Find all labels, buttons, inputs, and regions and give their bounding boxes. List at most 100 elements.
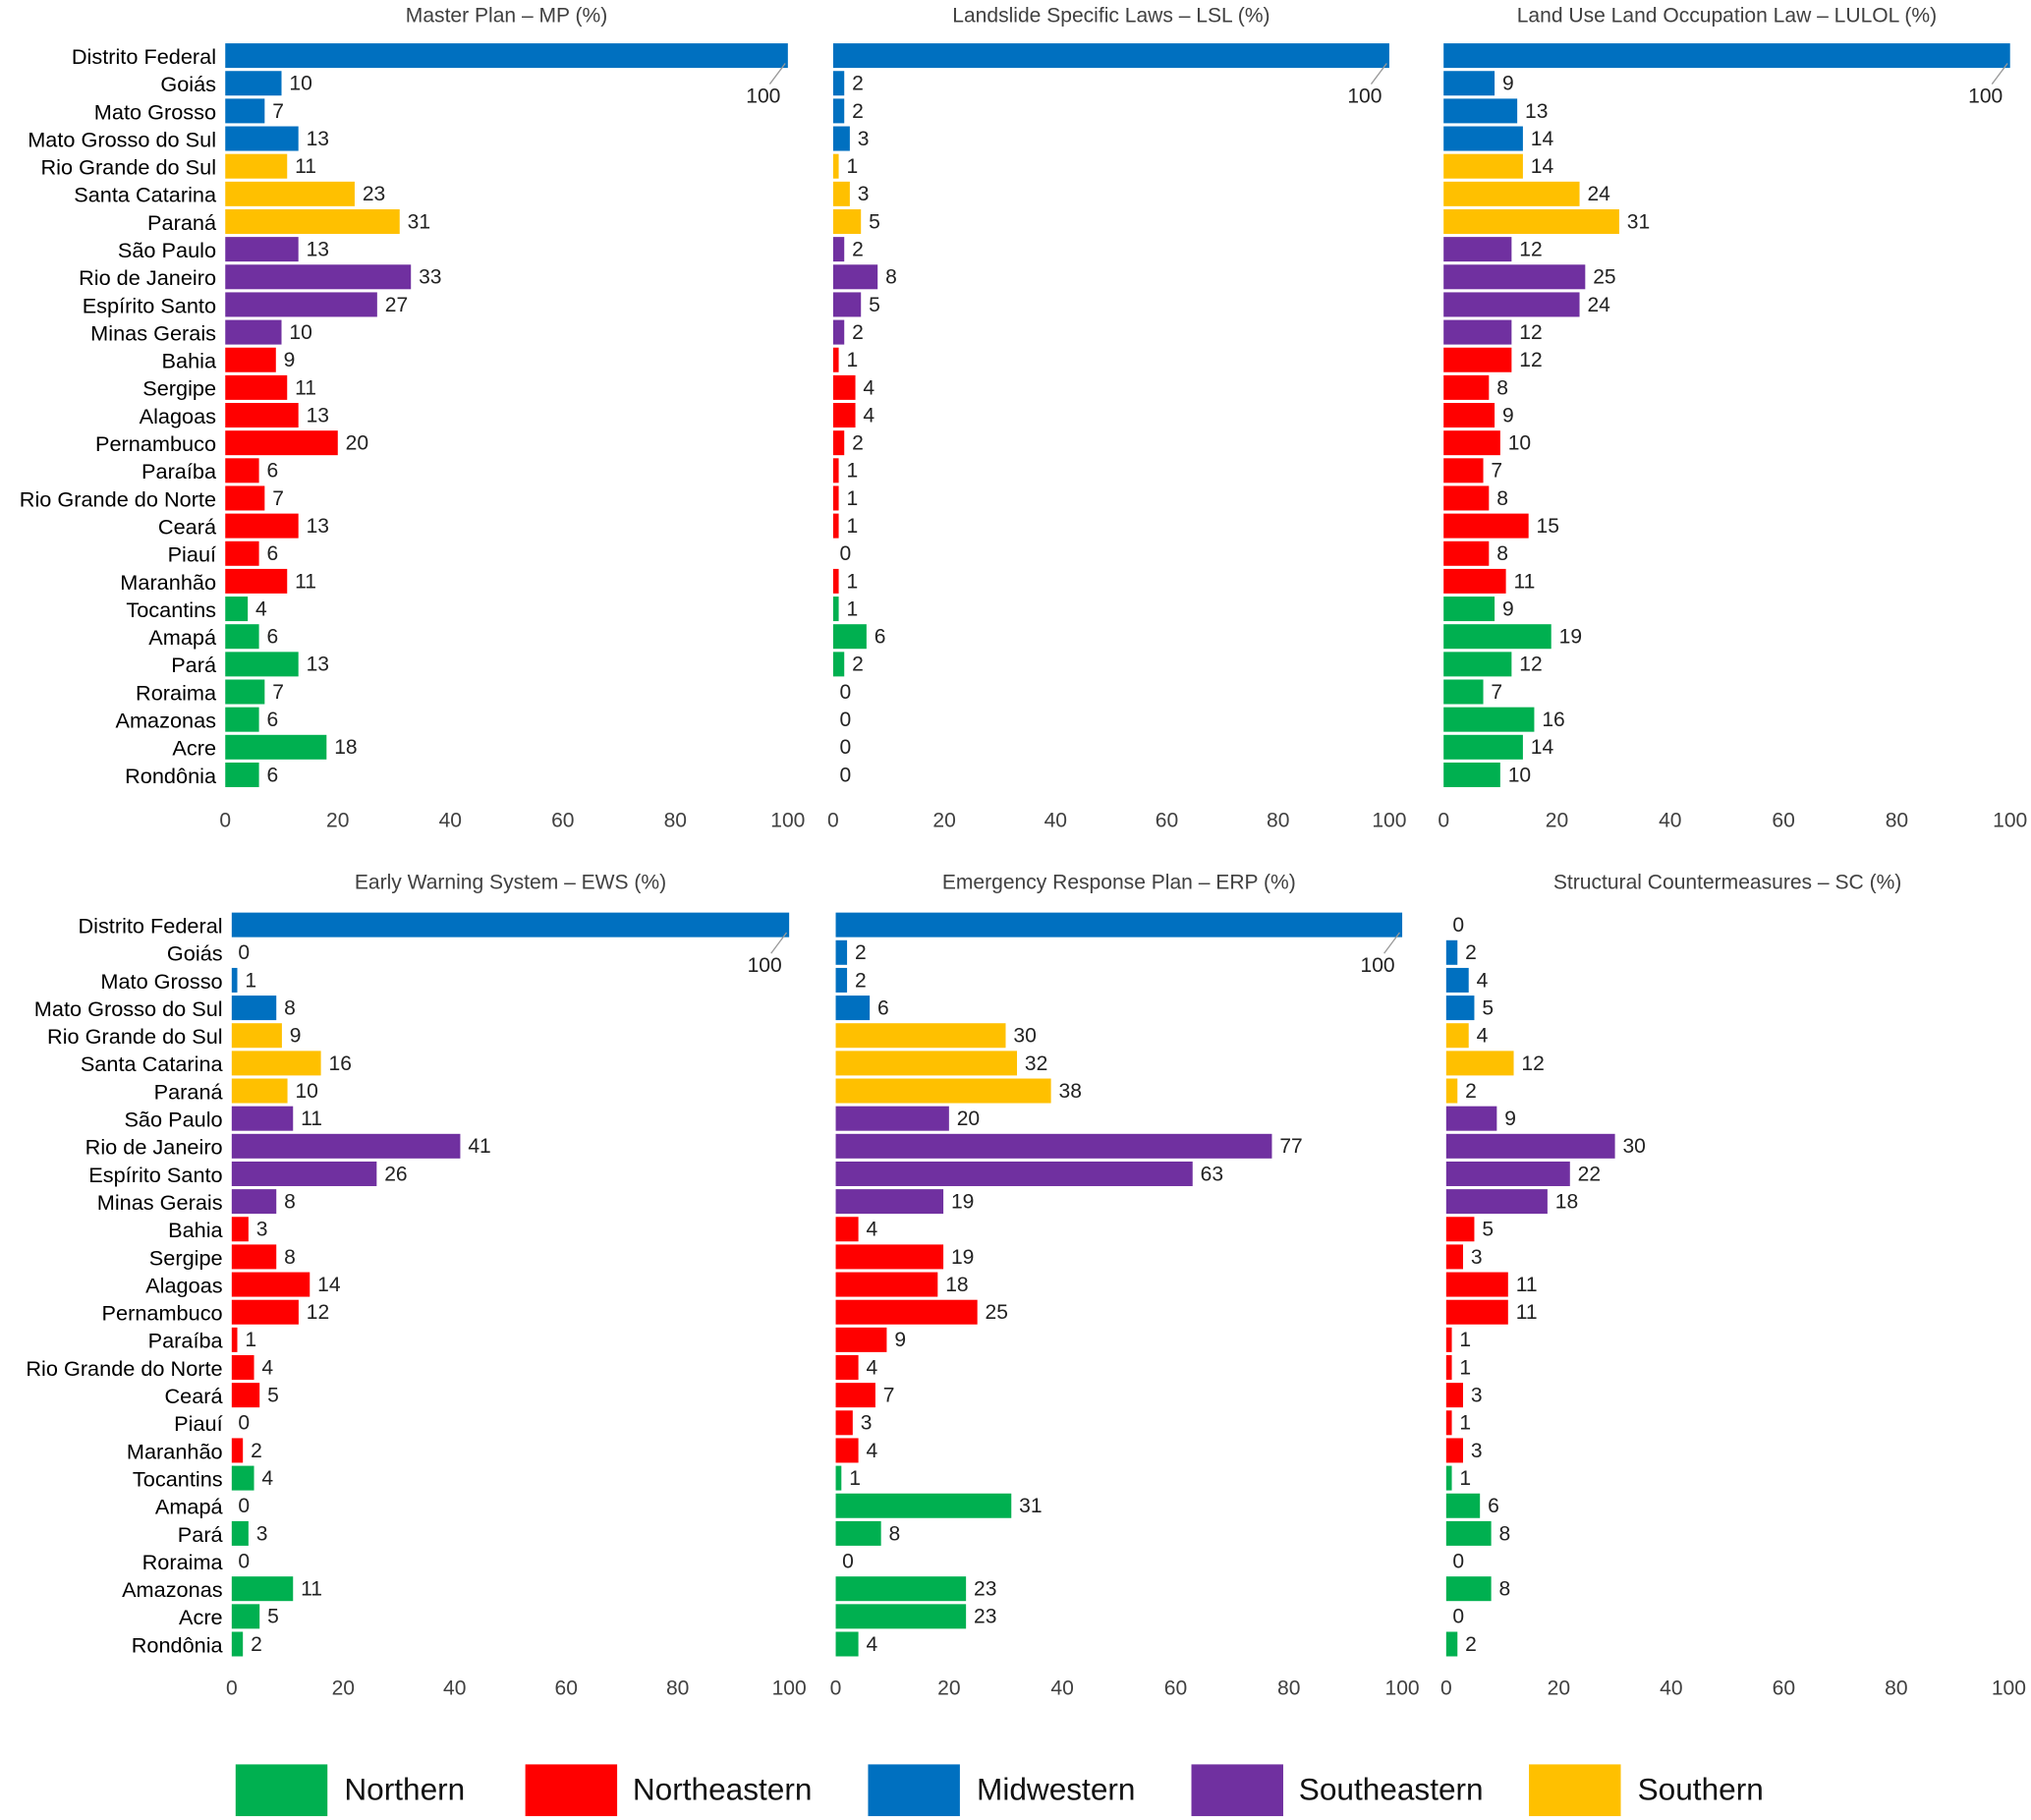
data-label: 9 [1502, 597, 1514, 620]
data-label: 12 [1521, 1052, 1544, 1075]
category-label: Pernambuco [102, 1301, 223, 1326]
data-label: 18 [334, 736, 357, 759]
bar [1445, 1244, 1463, 1270]
data-label: 7 [1491, 681, 1502, 704]
data-label: 30 [1622, 1135, 1645, 1158]
bar [231, 967, 238, 993]
data-label: 11 [295, 155, 316, 178]
data-label: 0 [1452, 914, 1464, 937]
bar [225, 126, 299, 151]
data-label: 13 [307, 239, 329, 261]
bar [1445, 967, 1469, 993]
legend-swatch [1529, 1764, 1621, 1817]
bar [1443, 624, 1551, 650]
panel-2: Landslide Specific Laws – LSL (%)0 20 40 60… [827, 5, 1406, 832]
bar [832, 319, 845, 345]
bar [1443, 208, 1619, 234]
x-tick-label: 60 [1773, 1678, 1795, 1700]
bar [225, 652, 299, 677]
data-label: 9 [1502, 404, 1514, 427]
legend-label: Southern [1638, 1771, 1764, 1806]
data-label: 4 [866, 1633, 877, 1656]
bar [225, 513, 299, 539]
category-label: Mato Grosso do Sul [34, 996, 223, 1021]
bar [231, 1576, 294, 1602]
bar [835, 1327, 887, 1352]
x-tick-label: 100 [1372, 809, 1406, 831]
bar [835, 1244, 944, 1270]
data-label: 8 [284, 996, 296, 1019]
data-label: 38 [1059, 1080, 1082, 1103]
bar [1445, 1133, 1615, 1159]
data-label: 0 [238, 1550, 250, 1572]
leader-line [1383, 932, 1400, 954]
bar [225, 458, 259, 483]
bar [1443, 597, 1495, 622]
data-label: 19 [1559, 626, 1582, 649]
category-label: Roraima [142, 1550, 224, 1574]
bar [835, 939, 848, 965]
panel-title: Early Warning System – EWS (%) [355, 872, 666, 894]
data-label: 13 [307, 128, 329, 150]
bar [231, 1299, 299, 1325]
bar [1443, 430, 1500, 456]
category-label: Paraná [147, 210, 217, 235]
x-tick-label: 20 [326, 809, 349, 831]
data-label: 6 [267, 460, 279, 483]
data-label: 6 [267, 709, 279, 731]
data-label: 8 [1496, 487, 1508, 510]
bar [832, 652, 845, 677]
data-label: 0 [839, 709, 851, 731]
data-label: 0 [842, 1550, 854, 1572]
data-label: 31 [1019, 1495, 1042, 1517]
data-label: 19 [951, 1246, 974, 1269]
data-label: 9 [284, 349, 296, 371]
panel-title: Structural Countermeasures – SC (%) [1553, 872, 1901, 894]
category-label: Minas Gerais [97, 1190, 223, 1215]
bar [225, 374, 288, 400]
legend-label: Midwestern [977, 1771, 1135, 1806]
bar [231, 1161, 377, 1186]
category-label: Minas Gerais [90, 320, 216, 345]
bar [1443, 98, 1518, 124]
bar [1443, 374, 1490, 400]
bar [1443, 71, 1495, 96]
x-tick-label: 40 [439, 809, 462, 831]
bar [225, 679, 265, 705]
bar [225, 237, 299, 262]
category-label: Amazonas [115, 709, 216, 733]
bar [1443, 762, 1500, 787]
bar [225, 43, 788, 69]
data-label: 12 [1519, 349, 1542, 371]
panel-title: Emergency Response Plan – ERP (%) [942, 872, 1296, 894]
data-label: 20 [957, 1108, 980, 1130]
data-label: 11 [1516, 1301, 1538, 1324]
data-label: 2 [852, 100, 864, 123]
data-label: 100 [1360, 954, 1394, 977]
bar [225, 98, 265, 124]
data-label: 4 [255, 597, 267, 620]
bar [1445, 1438, 1463, 1463]
bar [832, 181, 850, 206]
data-label: 1 [846, 155, 858, 178]
data-label: 1 [1459, 1329, 1471, 1351]
data-label: 31 [1627, 210, 1650, 233]
data-label: 25 [1593, 266, 1615, 289]
bar [1443, 485, 1490, 511]
data-label: 9 [894, 1329, 906, 1351]
bar [231, 1383, 260, 1408]
panel-6: Structural Countermeasures – SC (%)0 20 40… [1440, 872, 2026, 1700]
leader-line [770, 932, 788, 954]
bar [225, 292, 377, 317]
legend: Northern Northeastern Midwestern Southeaste… [235, 1764, 1764, 1817]
bar [1445, 1383, 1463, 1408]
legend-label: Northeastern [633, 1771, 813, 1806]
bar [225, 181, 355, 206]
data-label: 8 [1496, 542, 1508, 565]
data-label: 63 [1201, 1163, 1223, 1185]
data-label: 4 [866, 1219, 877, 1241]
bar [1443, 292, 1580, 317]
data-label: 25 [986, 1301, 1008, 1324]
data-label: 31 [408, 210, 430, 233]
data-label: 23 [363, 183, 385, 205]
